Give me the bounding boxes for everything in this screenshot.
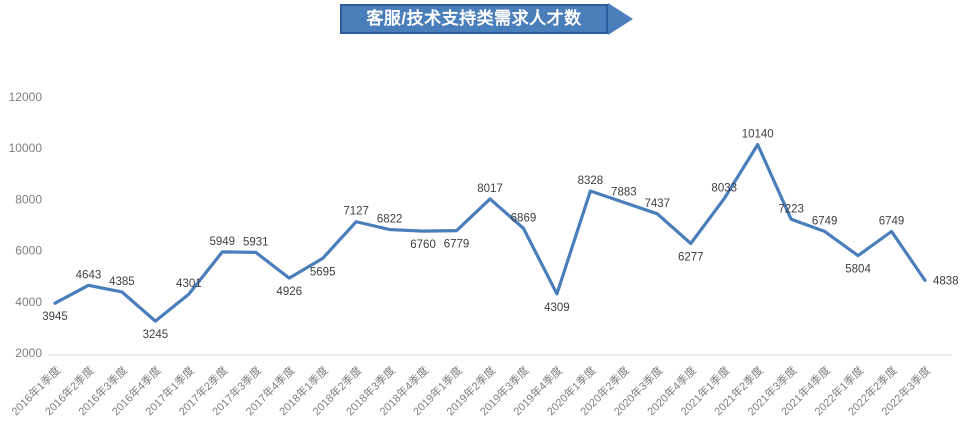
data-point-label: 7223 (778, 203, 804, 215)
y-axis-tick-label: 4000 (15, 295, 42, 309)
data-point-label: 4385 (109, 276, 135, 288)
data-point-label: 6277 (678, 252, 704, 264)
y-axis-tick-label: 10000 (9, 141, 43, 155)
data-point-label: 5804 (845, 264, 871, 276)
data-point-label: 6749 (812, 215, 838, 227)
data-point-label: 5949 (210, 236, 236, 248)
data-point-label: 3245 (143, 329, 169, 341)
data-point-label: 7127 (343, 206, 369, 218)
data-point-label: 7437 (645, 198, 671, 210)
data-point-label: 8017 (477, 183, 503, 195)
data-point-label: 8328 (578, 175, 604, 187)
data-point-label: 6779 (444, 239, 470, 251)
data-point-label: 8033 (711, 183, 737, 195)
y-axis-tick-label: 12000 (9, 90, 43, 104)
data-point-label: 10140 (742, 129, 774, 141)
title-banner-arrow-icon (608, 3, 633, 35)
data-point-label: 7883 (611, 186, 637, 198)
data-point-label: 6760 (410, 239, 436, 251)
data-point-label: 4838 (933, 275, 959, 287)
chart-title-banner: 客服/技术支持类需求人才数 (340, 3, 633, 35)
data-point-label: 4309 (544, 302, 570, 314)
y-axis-tick-label: 6000 (15, 244, 42, 258)
y-axis-tick-label: 2000 (15, 346, 42, 360)
data-point-label: 5931 (243, 236, 269, 248)
data-point-label: 3945 (42, 311, 68, 323)
data-point-label: 5695 (310, 266, 336, 278)
data-series-line (53, 143, 927, 323)
chart-title: 客服/技术支持类需求人才数 (340, 4, 608, 34)
data-point-label: 4301 (176, 278, 202, 290)
data-point-label: 6822 (377, 214, 403, 226)
data-point-label: 4643 (76, 269, 102, 281)
data-point-label: 6869 (511, 212, 537, 224)
data-point-label: 4926 (276, 286, 302, 298)
y-axis-tick-label: 8000 (15, 192, 42, 206)
data-point-label: 6749 (879, 215, 905, 227)
